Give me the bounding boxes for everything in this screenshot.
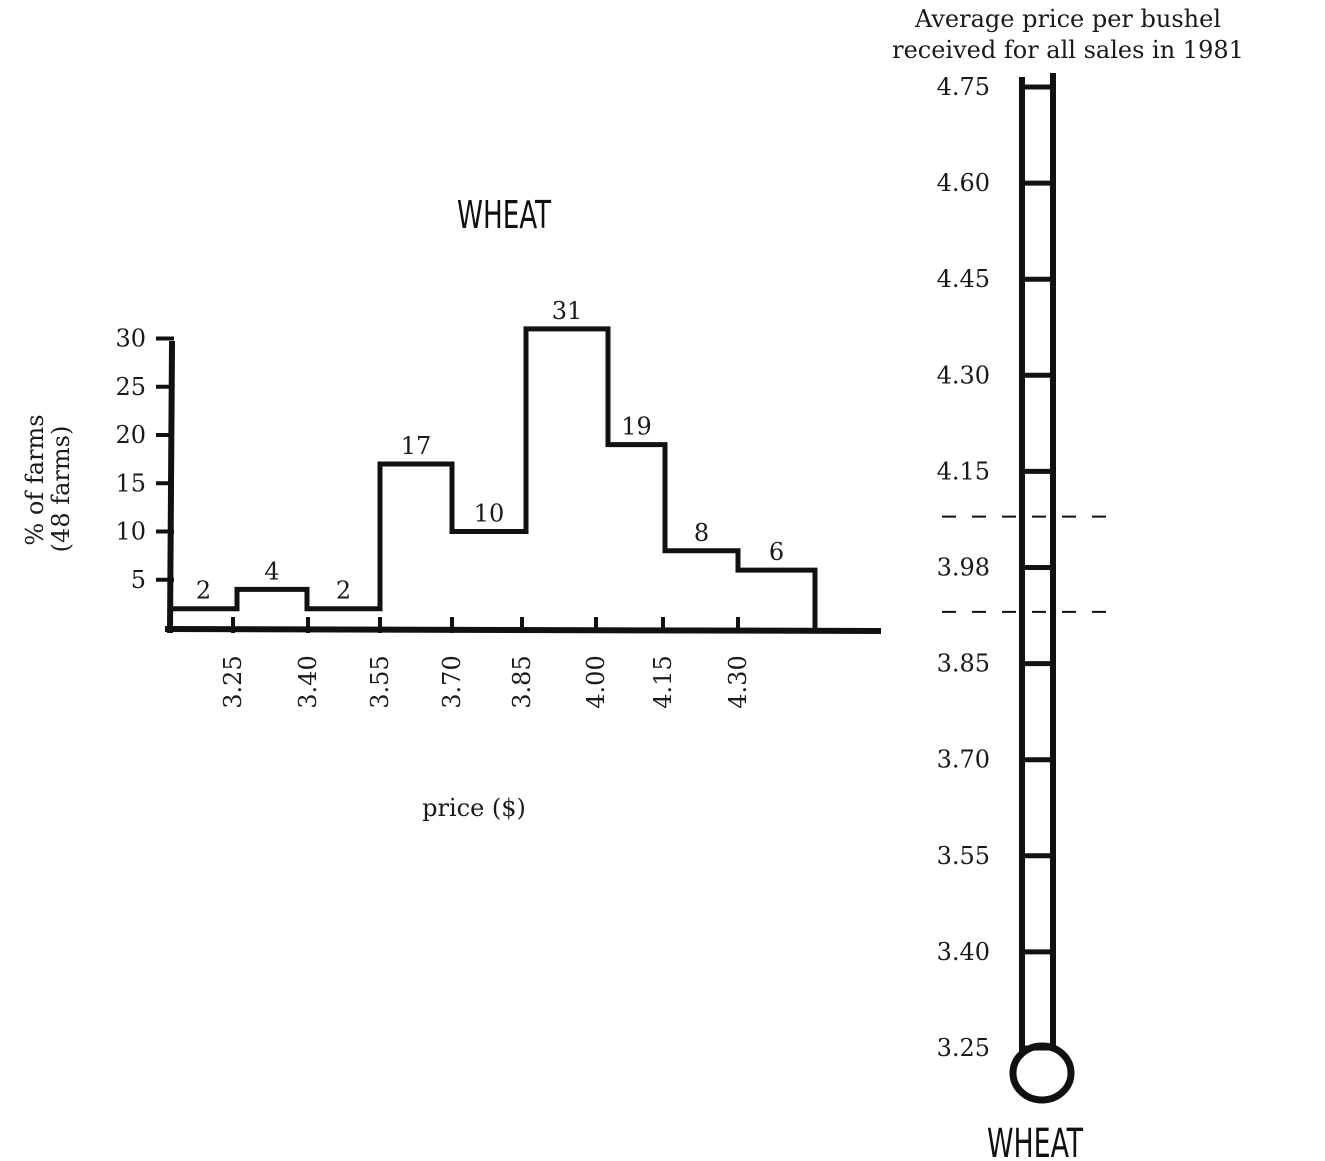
thermometer-title-line-2: received for all sales in 1981: [892, 36, 1244, 64]
bar-value-label: 8: [694, 519, 709, 547]
histogram-outline: [167, 326, 818, 631]
x-tick-label: 3.55: [366, 655, 394, 708]
thermometer-chart: Average price per bushel received for al…: [892, 5, 1244, 1161]
thermometer-scale-label: 3.25: [937, 1034, 990, 1062]
x-tick-label: 3.40: [294, 655, 322, 708]
thermometer-scale-label: 3.40: [937, 938, 990, 966]
y-tick-label: 20: [115, 421, 146, 449]
histogram-bar: [237, 589, 307, 628]
histogram-bar: [526, 329, 608, 628]
y-axis-line: [166, 340, 176, 634]
thermometer-scale-label: 3.85: [937, 650, 990, 678]
x-tick-label: 4.00: [582, 655, 610, 708]
y-tick-label: 10: [115, 518, 146, 546]
histogram-bar: [452, 532, 526, 629]
thermometer-tube: [1009, 73, 1075, 1104]
x-tick-label: 3.25: [219, 655, 247, 708]
thermometer-scale-label: 3.70: [937, 746, 990, 774]
y-axis-label-line-1: % of farms: [21, 414, 49, 545]
histogram-bar: [307, 609, 380, 628]
thermometer-caption: WHEAT: [987, 1121, 1084, 1161]
thermometer-bulb: [1009, 1042, 1075, 1104]
thermometer-scale-label: 4.45: [937, 265, 990, 293]
thermometer-scale-labels: 4.75 4.60 4.45 4.30 4.15 3.98 3.85 3.70 3.55 3.40…: [937, 73, 990, 1062]
y-axis-label-line-2: (48 farms): [47, 426, 75, 553]
y-axis-ticks: 5 10 15 20 25 30: [115, 325, 174, 594]
thermometer-scale-label: 3.55: [937, 842, 990, 870]
thermometer-scale-label: 3.98: [937, 554, 990, 582]
thermometer-scale-label: 4.15: [937, 457, 990, 485]
bar-value-label: 17: [401, 432, 432, 460]
bar-value-label: 6: [769, 538, 784, 566]
histogram-bar: [738, 570, 815, 628]
x-tick-label: 4.15: [649, 655, 677, 708]
bar-value-label: 4: [264, 557, 279, 585]
histogram-bar: [170, 609, 237, 628]
thermometer-scale-label: 4.30: [937, 361, 990, 389]
bar-value-label: 2: [336, 577, 351, 605]
histogram-bar: [608, 445, 665, 628]
bar-value-label: 19: [621, 413, 652, 441]
x-axis-label: price ($): [422, 794, 526, 822]
histogram-chart: WHEAT % of farms (48 farms) 51015202530 …: [21, 193, 882, 822]
histogram-title: WHEAT: [457, 193, 551, 237]
histogram-bar: [665, 551, 738, 628]
thermometer-scale-label: 4.75: [937, 73, 990, 101]
bar-value-label: 10: [474, 500, 505, 528]
histogram-bar: [380, 464, 452, 628]
bar-value-labels: 2 4 2 17 10 31 19 8 6: [196, 297, 784, 605]
y-tick-label: 5: [131, 566, 146, 594]
y-tick-label: 30: [115, 325, 146, 353]
bar-value-label: 2: [196, 577, 211, 605]
thermometer-scale-label: 4.60: [937, 169, 990, 197]
bar-value-label: 31: [552, 297, 583, 325]
y-tick-label: 25: [115, 373, 146, 401]
thermometer-title-line-1: Average price per bushel: [914, 5, 1221, 33]
x-tick-label: 3.70: [438, 655, 466, 708]
thermometer-scale-marks: [1019, 84, 1056, 1051]
x-tick-label: 3.85: [508, 655, 536, 708]
x-axis-line: [164, 625, 882, 635]
x-tick-label: 4.30: [724, 655, 752, 708]
y-tick-label: 15: [115, 469, 146, 497]
